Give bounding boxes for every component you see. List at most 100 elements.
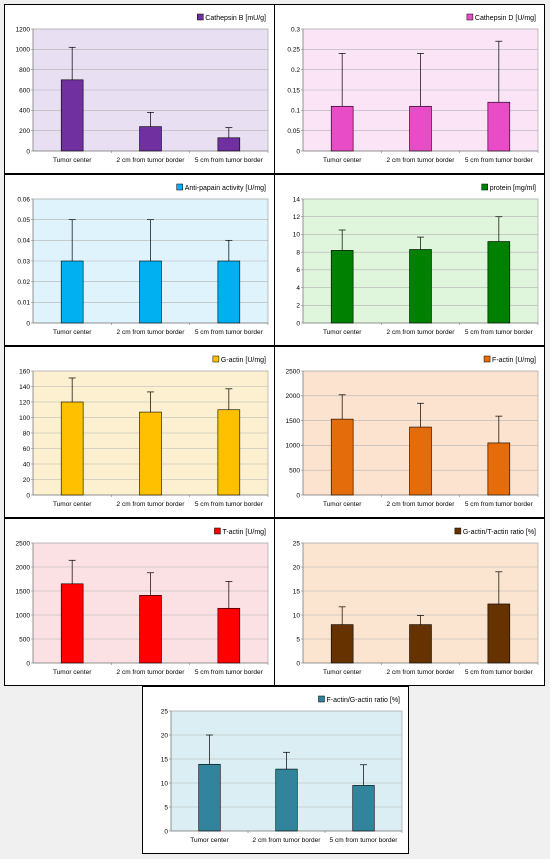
legend-swatch <box>454 527 462 535</box>
bar <box>487 603 511 664</box>
x-tick-label: Tumor center <box>323 329 362 336</box>
bar <box>409 624 432 664</box>
legend-label: Cathepsin D [U/mg] <box>475 15 536 22</box>
y-tick-label: 1000 <box>286 443 301 450</box>
y-tick-label: 1000 <box>16 47 31 54</box>
x-tick-label: 5 cm from tumor border <box>330 837 399 844</box>
bar <box>217 260 241 324</box>
legend-swatch <box>197 13 204 21</box>
x-tick-label: Tumor center <box>323 501 362 508</box>
legend-label: T-actin [U/mg] <box>222 529 266 536</box>
y-tick-label: 12 <box>293 214 301 221</box>
y-tick-label: 15 <box>293 588 301 595</box>
chart-svg: 0 500 1000 1500 2000 2500 Tumor center 2 cm fro… <box>16 527 269 676</box>
bar <box>330 418 354 496</box>
y-tick-label: 10 <box>161 780 169 787</box>
y-tick-label: 80 <box>23 430 31 437</box>
x-tick-label: Tumor center <box>190 837 229 844</box>
legend-swatch <box>176 183 183 191</box>
y-tick-label: 4 <box>296 285 300 292</box>
x-tick-label: 5 cm from tumor border <box>465 329 534 336</box>
y-tick-label: 100 <box>19 415 30 422</box>
y-tick-label: 400 <box>19 108 30 115</box>
y-tick-label: 20 <box>293 564 301 571</box>
y-tick-label: 0.04 <box>17 238 30 245</box>
y-tick-label: 0 <box>296 660 300 667</box>
y-tick-label: 500 <box>19 636 30 643</box>
bar <box>60 260 84 324</box>
y-tick-label: 500 <box>289 468 300 475</box>
x-tick-label: 2 cm from tumor border <box>117 669 186 676</box>
bar <box>409 105 432 152</box>
y-tick-label: 8 <box>296 249 300 256</box>
legend-label: G-actin/T-actin ratio [%] <box>463 529 536 536</box>
y-tick-label: 2000 <box>16 564 31 571</box>
y-tick-label: 0 <box>26 492 30 499</box>
chart-svg: 0 5 10 15 20 25 Tumor center 2 cm from tumor bo… <box>161 695 403 844</box>
legend-swatch <box>212 355 220 363</box>
legend-label: F-actin [U/mg] <box>492 357 536 364</box>
legend-label: G-actin [U/mg] <box>221 357 266 364</box>
x-tick-label: 2 cm from tumor border <box>387 157 456 164</box>
x-tick-label: 2 cm from tumor border <box>117 157 186 164</box>
y-tick-label: 140 <box>19 384 30 391</box>
bar <box>139 260 162 324</box>
y-tick-label: 60 <box>23 446 31 453</box>
bar <box>487 101 511 152</box>
chart-panel-f-g-ratio: 0 5 10 15 20 25 Tumor center 2 cm from tumor bo… <box>142 686 409 854</box>
y-tick-label: 10 <box>293 232 301 239</box>
y-tick-label: 0 <box>296 320 300 327</box>
chart-panel-cathepsin-d: 0 0.05 0.1 0.15 0.2 0.25 0.3 Tumor center 2 cm f… <box>274 4 545 174</box>
legend-label: Cathepsin B [mU/g] <box>205 15 266 22</box>
x-tick-label: 2 cm from tumor border <box>253 837 322 844</box>
chart-svg: 0 200 400 600 800 1000 1200 Tumor center 2 cm fr… <box>16 13 269 164</box>
y-tick-label: 0 <box>26 660 30 667</box>
x-tick-label: 5 cm from tumor border <box>465 157 534 164</box>
chart-svg: 0 500 1000 1500 2000 2500 Tumor center 2 cm fro… <box>286 355 539 508</box>
bar <box>275 768 298 832</box>
x-tick-label: Tumor center <box>53 329 92 336</box>
y-tick-label: 0.15 <box>287 87 300 94</box>
chart-panel-g-t-ratio: 0 5 10 15 20 25 Tumor center 2 cm from tumor bo… <box>274 518 545 686</box>
x-tick-label: 2 cm from tumor border <box>387 669 456 676</box>
bar <box>198 763 221 832</box>
y-tick-label: 1000 <box>16 612 31 619</box>
legend-swatch <box>466 13 474 21</box>
bar <box>217 409 241 496</box>
bar <box>217 137 241 152</box>
legend-swatch <box>483 355 491 363</box>
y-tick-label: 0 <box>164 828 168 835</box>
bar <box>60 583 84 664</box>
x-tick-label: 2 cm from tumor border <box>387 501 456 508</box>
y-tick-label: 25 <box>161 708 169 715</box>
y-tick-label: 14 <box>293 196 301 203</box>
x-tick-label: Tumor center <box>53 669 92 676</box>
y-tick-label: 40 <box>23 461 31 468</box>
x-tick-label: 5 cm from tumor border <box>195 329 264 336</box>
y-tick-label: 120 <box>19 399 30 406</box>
y-tick-label: 0.05 <box>17 217 30 224</box>
legend-swatch <box>318 695 325 703</box>
chart-panel-t-actin: 0 500 1000 1500 2000 2500 Tumor center 2 cm fro… <box>4 518 275 686</box>
y-tick-label: 800 <box>19 67 30 74</box>
y-tick-label: 25 <box>293 540 301 547</box>
bar <box>330 105 354 152</box>
bar <box>409 426 432 496</box>
y-tick-label: 0.3 <box>291 26 300 33</box>
bar <box>409 249 432 324</box>
y-tick-label: 0 <box>26 320 30 327</box>
legend-label: F-actin/G-actin ratio [%] <box>326 697 400 704</box>
y-tick-label: 1200 <box>16 26 31 33</box>
y-tick-label: 0.05 <box>287 128 300 135</box>
y-tick-label: 15 <box>161 756 169 763</box>
legend-label: protein [mg/ml] <box>490 185 536 192</box>
y-tick-label: 20 <box>23 477 31 484</box>
chart-svg: 0 2 4 6 8 10 12 14 Tumor center 2 cm from tumor b… <box>293 183 539 336</box>
y-tick-label: 6 <box>296 267 300 274</box>
x-tick-label: 2 cm from tumor border <box>387 329 456 336</box>
y-tick-label: 2000 <box>286 393 301 400</box>
bar <box>352 785 375 832</box>
x-tick-label: 5 cm from tumor border <box>465 501 534 508</box>
y-tick-label: 0 <box>26 148 30 155</box>
x-tick-label: 2 cm from tumor border <box>117 501 186 508</box>
